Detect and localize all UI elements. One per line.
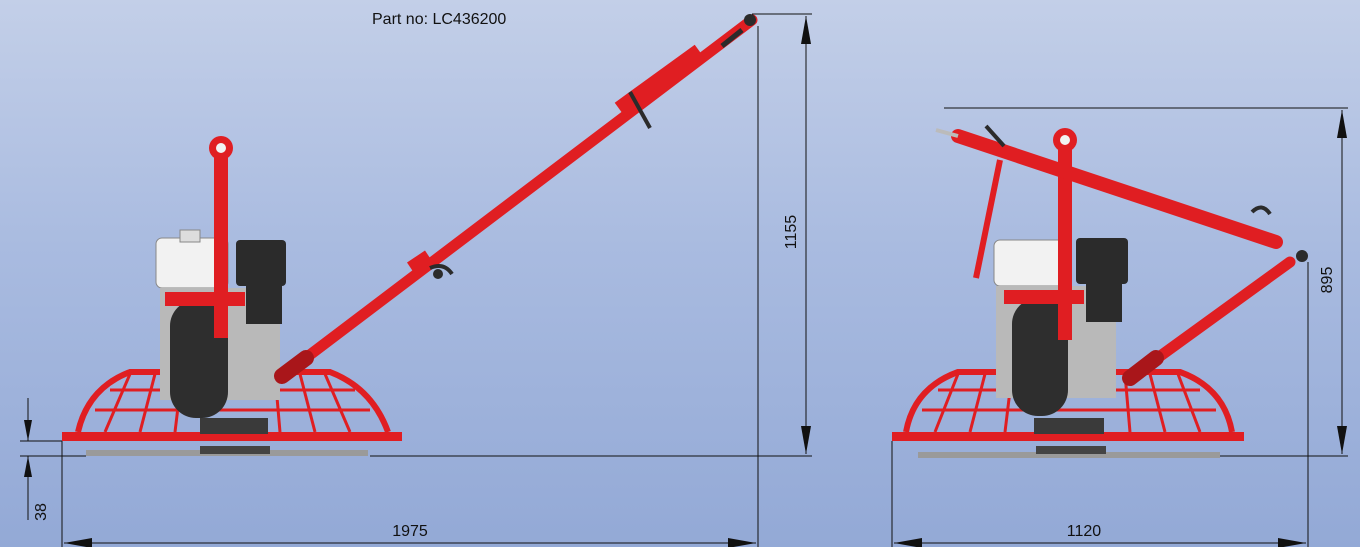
power-trowel-side-view-folded xyxy=(892,124,1308,458)
part-number-label: Part no: LC436200 xyxy=(372,11,506,28)
gearbox xyxy=(200,418,268,434)
handle-grip-end xyxy=(1296,250,1308,262)
pitch-lever xyxy=(984,124,1006,148)
guard-ring-base xyxy=(892,432,1244,441)
belt-guard xyxy=(170,300,228,418)
handle-grip-end xyxy=(744,14,756,26)
dimension-length-extended: 1975 xyxy=(392,523,428,540)
lifting-handle xyxy=(1058,140,1072,340)
handle-lever xyxy=(1250,205,1272,216)
lifting-handle xyxy=(214,148,228,338)
dimension-height-folded: 895 xyxy=(1319,267,1336,294)
dimension-blade-height: 38 xyxy=(33,503,50,521)
handle-lever xyxy=(429,264,454,276)
belt-guard xyxy=(1012,298,1068,416)
air-filter xyxy=(1076,238,1128,284)
folded-view-dimensions: 895 1120 xyxy=(891,107,1348,547)
trowel-blade-dark xyxy=(200,446,270,454)
dimension-height-extended: 1155 xyxy=(783,215,800,250)
dimension-length-folded: 1120 xyxy=(1067,523,1102,540)
guard-ring-base xyxy=(62,432,402,441)
power-trowel-side-view-extended xyxy=(62,14,758,456)
gearbox xyxy=(1034,418,1104,434)
folded-handle-brace xyxy=(973,159,1003,279)
engine-fuel-tank xyxy=(993,239,1065,287)
trowel-blade xyxy=(918,452,1220,458)
pitch-lever xyxy=(628,91,652,129)
folded-handle-upper xyxy=(951,129,1283,249)
side-view-dimensions: 1155 38 1975 xyxy=(20,13,812,547)
air-filter xyxy=(236,240,286,286)
